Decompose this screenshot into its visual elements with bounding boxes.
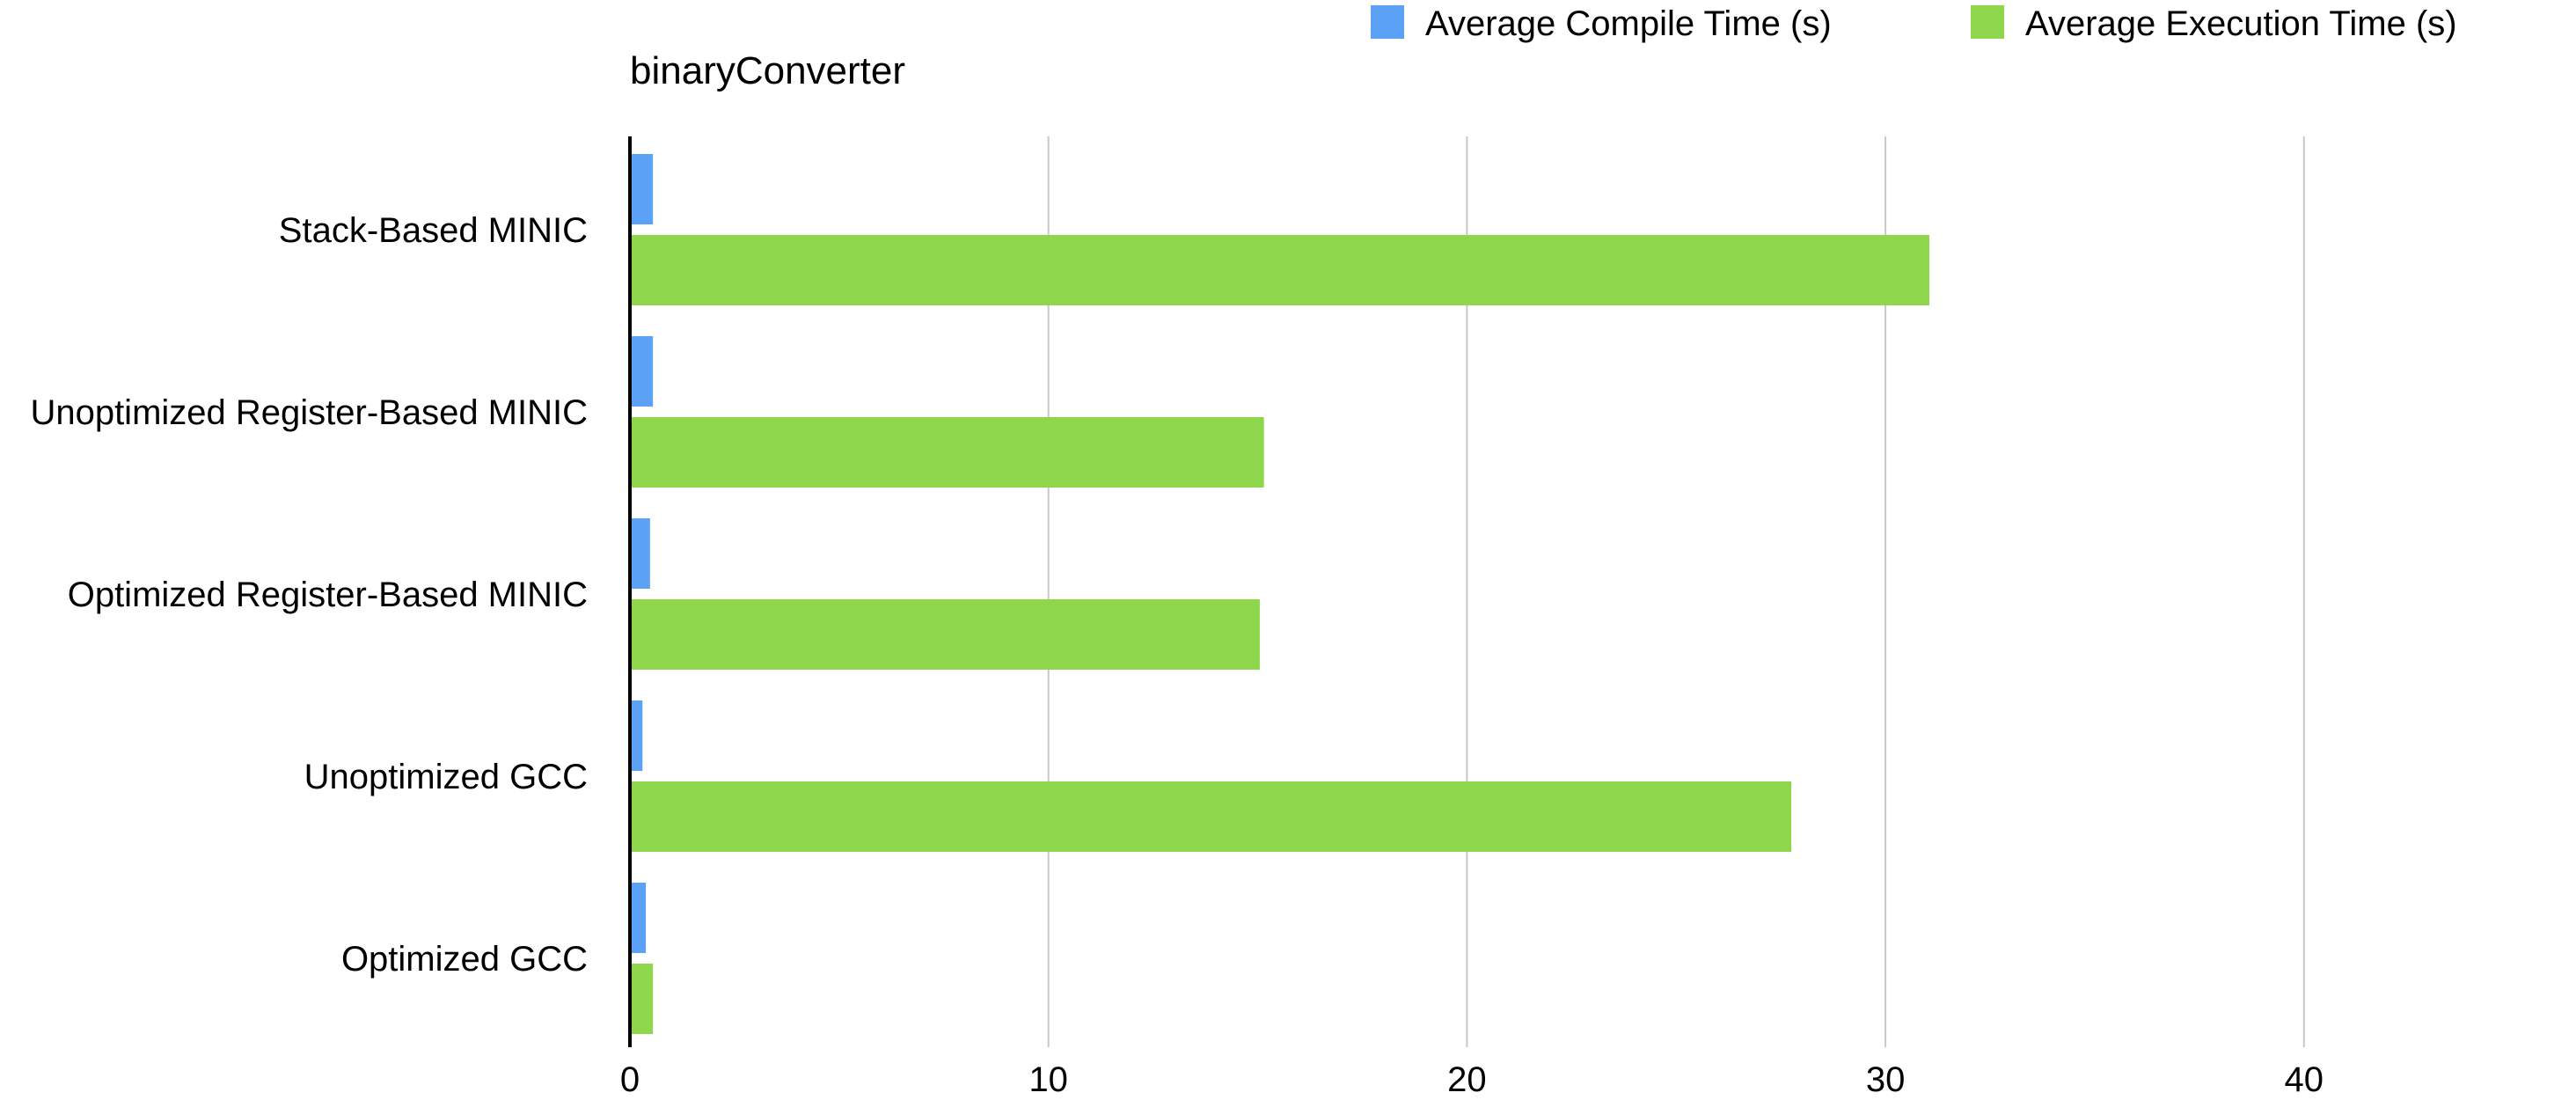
bar: [630, 964, 654, 1034]
x-tick-label: 0: [620, 1060, 640, 1099]
legend-label: Average Compile Time (s): [1425, 4, 1832, 43]
bar: [630, 336, 654, 407]
y-category-label: Optimized Register-Based MINIC: [68, 576, 588, 614]
y-category-label: Stack-Based MINIC: [279, 211, 588, 250]
bar: [630, 599, 1260, 670]
y-category-label: Optimized GCC: [341, 940, 588, 979]
bar: [630, 781, 1792, 852]
y-category-label: Unoptimized Register-Based MINIC: [30, 393, 588, 432]
x-tick-label: 30: [1866, 1060, 1906, 1099]
bars: [630, 154, 1930, 1034]
bar: [630, 883, 647, 953]
legend-swatch: [1971, 5, 2004, 39]
bar: [630, 518, 650, 589]
bar: [630, 235, 1930, 305]
bar: [630, 154, 654, 224]
labels: 0 10 20 30 40 Stack-Based MINIC Unoptimized Re…: [30, 211, 2324, 1099]
bar: [630, 700, 643, 771]
x-tick-label: 10: [1028, 1060, 1068, 1099]
legend-label: Average Execution Time (s): [2025, 4, 2457, 43]
bar: [630, 417, 1264, 488]
legend: Average Compile Time (s) Average Executio…: [1371, 4, 2457, 43]
chart-title: binaryConverter: [630, 49, 905, 92]
legend-swatch: [1371, 5, 1404, 39]
x-tick-label: 20: [1447, 1060, 1487, 1099]
x-tick-label: 40: [2285, 1060, 2324, 1099]
y-category-label: Unoptimized GCC: [304, 758, 588, 796]
